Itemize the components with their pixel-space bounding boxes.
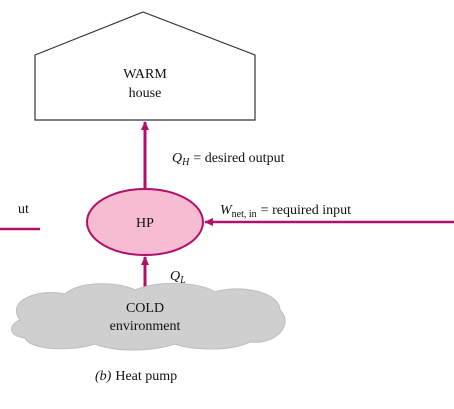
- cold-label: COLD: [126, 301, 164, 316]
- subscript: net, in: [232, 209, 257, 220]
- heat-pump-diagram: WARM house QH= desired output ut HP Wnet…: [0, 0, 454, 409]
- caption: (b)Heat pump: [95, 369, 177, 384]
- symbol: Q: [170, 269, 180, 284]
- label-text: = desired output: [193, 151, 284, 166]
- cold-label: environment: [110, 319, 181, 334]
- symbol: Q: [172, 151, 182, 166]
- house-label: WARM: [123, 67, 167, 82]
- house-label: house: [129, 86, 162, 101]
- caption-text: Heat pump: [115, 369, 177, 384]
- output-label: QH= desired output: [172, 151, 285, 168]
- caption-label: (b): [95, 369, 112, 384]
- input-label: Wnet, in= required input: [220, 203, 351, 220]
- subscript: H: [181, 157, 190, 168]
- cut-label: ut: [18, 202, 29, 217]
- label-text: = required input: [261, 203, 351, 218]
- hp-label: HP: [136, 216, 154, 231]
- house-outline: [35, 12, 255, 120]
- cold-cloud: [12, 283, 286, 350]
